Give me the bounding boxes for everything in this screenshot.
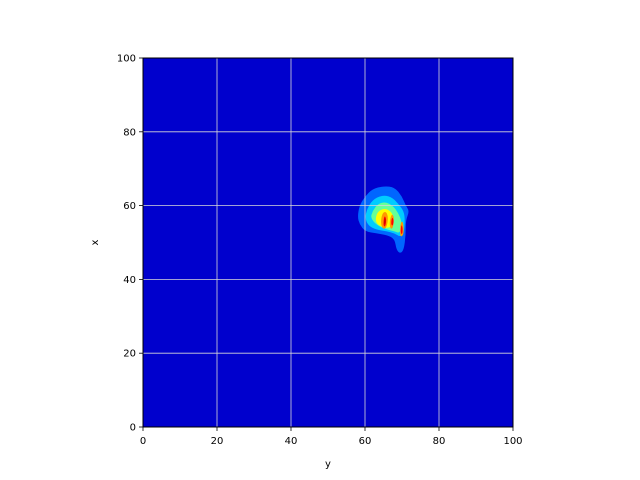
plot-area [143,58,513,427]
plot-frame [142,57,514,428]
y-tick-label-40: 40 [123,275,136,286]
x-tick-label-0: 0 [140,436,146,447]
x-tick-label-80: 80 [433,436,446,447]
contour-level-6-region-9 [400,225,403,234]
y-tick-label-20: 20 [123,349,136,360]
y-ticks: 0 20 40 60 80 100 [117,54,143,434]
y-tick-label-80: 80 [123,127,136,138]
y-axis-label: x [90,239,101,245]
x-tick-label-40: 40 [285,436,298,447]
x-ticks: 0 20 40 60 80 100 [140,427,523,447]
x-tick-label-20: 20 [211,436,224,447]
y-tick-label-60: 60 [123,201,136,212]
x-tick-label-60: 60 [359,436,372,447]
x-axis-label: y [325,459,331,470]
y-tick-label-0: 0 [130,423,136,434]
contour-level-7-region-10 [384,218,386,225]
y-tick-label-100: 100 [117,54,136,65]
x-tick-label-100: 100 [503,436,522,447]
contour-level-6-region-8 [391,217,394,226]
